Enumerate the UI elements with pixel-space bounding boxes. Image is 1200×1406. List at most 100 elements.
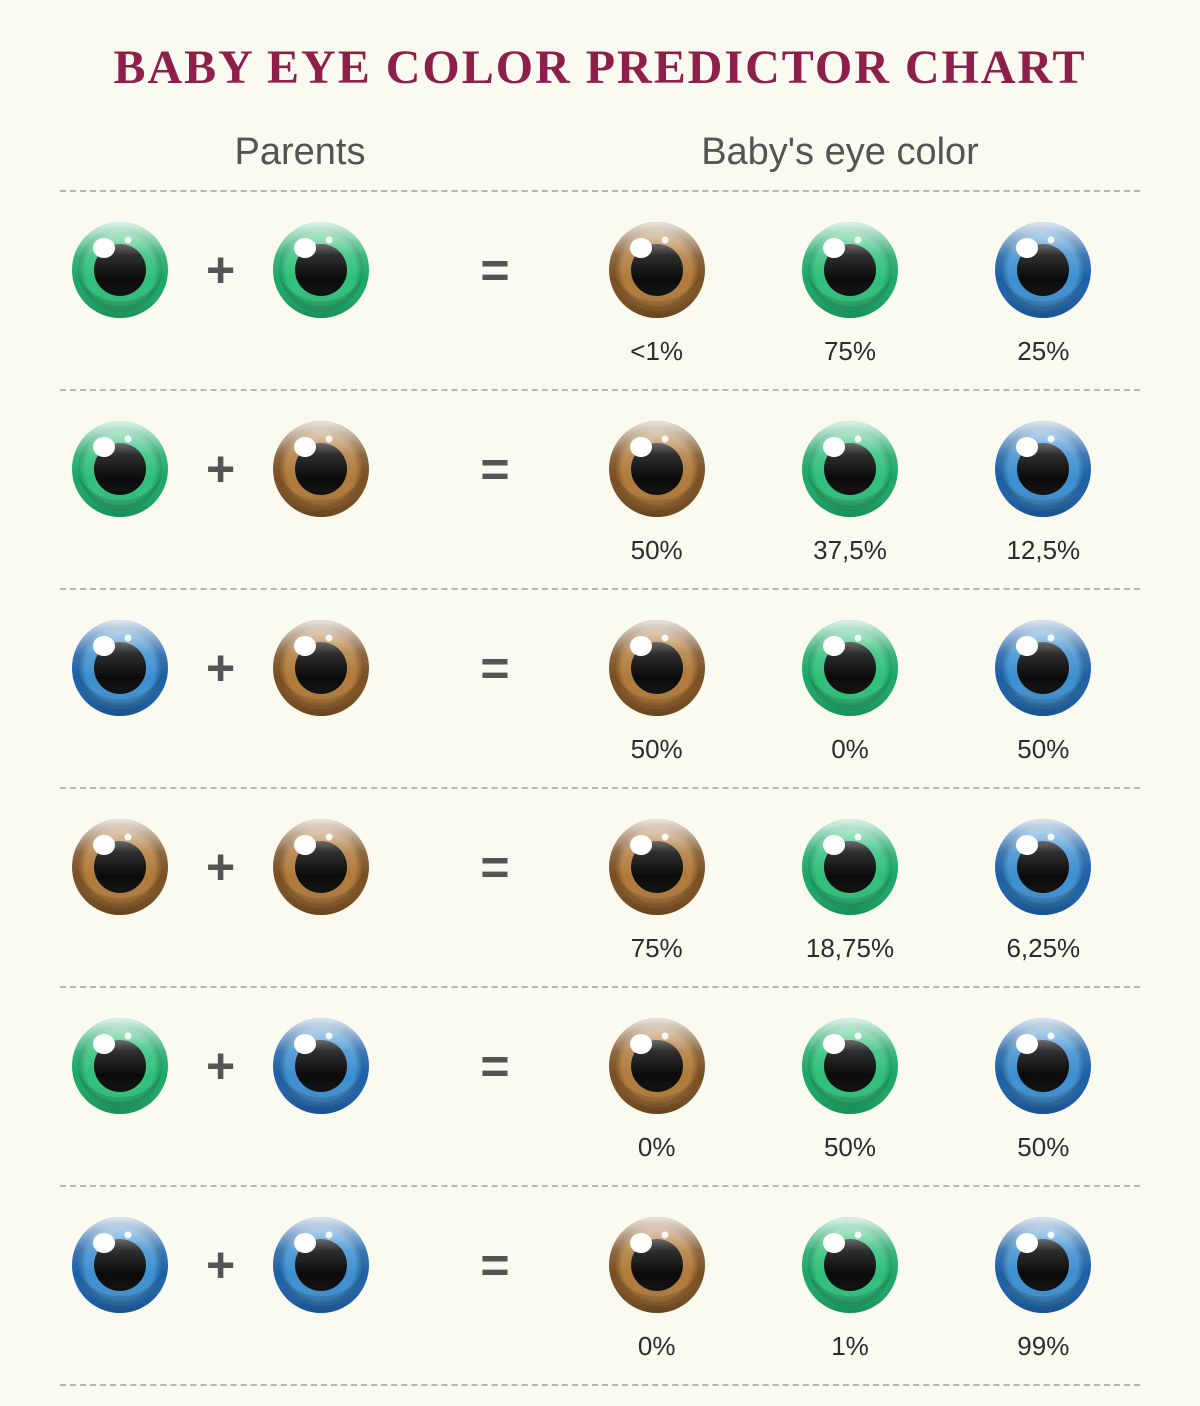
baby-outcome: 50%: [780, 1016, 920, 1163]
baby-eye-icon: [993, 1215, 1093, 1315]
combo-row: + = 50% 37,5% 12,5%: [60, 389, 1140, 588]
baby-eye-icon: [607, 817, 707, 917]
equals-cell: =: [420, 618, 570, 718]
baby-eye-icon: [800, 1215, 900, 1315]
chart-title: BABY EYE COLOR PREDICTOR CHART: [60, 40, 1140, 95]
combo-row: + = 0% 50% 50%: [60, 986, 1140, 1185]
baby-outcome: 37,5%: [780, 419, 920, 566]
plus-symbol: +: [206, 1240, 235, 1290]
plus-symbol: +: [206, 842, 235, 892]
equals-cell: =: [420, 817, 570, 917]
baby-eye-icon: [993, 220, 1093, 320]
baby-eye-icon: [607, 220, 707, 320]
baby-outcome: 6,25%: [973, 817, 1113, 964]
baby-eye-icon: [800, 1016, 900, 1116]
baby-eye-icon: [607, 1215, 707, 1315]
baby-eye-icon: [800, 618, 900, 718]
combo-row: + = 0% 1% 99%: [60, 1185, 1140, 1386]
baby-outcome: 25%: [973, 220, 1113, 367]
baby-eye-icon: [607, 419, 707, 519]
baby-outcome: 50%: [973, 1016, 1113, 1163]
baby-outcome: 50%: [973, 618, 1113, 765]
equals-cell: =: [420, 1215, 570, 1315]
baby-outcomes: 50% 37,5% 12,5%: [570, 419, 1140, 566]
baby-percent: 50%: [1017, 734, 1069, 765]
baby-eye-icon: [993, 419, 1093, 519]
baby-outcome: 50%: [587, 419, 727, 566]
baby-outcome: 1%: [780, 1215, 920, 1362]
equals-cell: =: [420, 220, 570, 320]
parents-cell: +: [60, 1016, 420, 1116]
baby-outcome: 18,75%: [780, 817, 920, 964]
baby-percent: 75%: [824, 336, 876, 367]
parent1-eye-icon: [70, 817, 170, 917]
combo-row: + = 75% 18,75% 6,25%: [60, 787, 1140, 986]
parent2-eye-icon: [271, 618, 371, 718]
parent2-eye-icon: [271, 220, 371, 320]
baby-percent: 50%: [631, 734, 683, 765]
baby-percent: 50%: [1017, 1132, 1069, 1163]
baby-eye-icon: [607, 618, 707, 718]
parents-cell: +: [60, 1215, 420, 1315]
baby-percent: 1%: [831, 1331, 869, 1362]
parents-header: Parents: [60, 131, 540, 174]
baby-eye-icon: [800, 817, 900, 917]
combo-row: + = <1% 75% 25%: [60, 190, 1140, 389]
baby-percent: 12,5%: [1006, 535, 1080, 566]
plus-symbol: +: [206, 245, 235, 295]
baby-outcome: <1%: [587, 220, 727, 367]
parent1-eye-icon: [70, 419, 170, 519]
baby-eye-icon: [800, 419, 900, 519]
baby-percent: 18,75%: [806, 933, 894, 964]
baby-eye-icon: [800, 220, 900, 320]
baby-outcomes: <1% 75% 25%: [570, 220, 1140, 367]
parent1-eye-icon: [70, 220, 170, 320]
column-headers: Parents Baby's eye color: [60, 131, 1140, 174]
parent2-eye-icon: [271, 419, 371, 519]
baby-percent: 0%: [638, 1331, 676, 1362]
baby-outcome: 12,5%: [973, 419, 1113, 566]
parent1-eye-icon: [70, 618, 170, 718]
baby-outcome: 50%: [587, 618, 727, 765]
parent2-eye-icon: [271, 817, 371, 917]
parents-cell: +: [60, 817, 420, 917]
baby-outcomes: 0% 50% 50%: [570, 1016, 1140, 1163]
baby-outcome: 75%: [780, 220, 920, 367]
baby-percent: 99%: [1017, 1331, 1069, 1362]
baby-percent: 0%: [638, 1132, 676, 1163]
baby-percent: 50%: [631, 535, 683, 566]
parent2-eye-icon: [271, 1215, 371, 1315]
plus-symbol: +: [206, 643, 235, 693]
baby-outcome: 0%: [587, 1016, 727, 1163]
baby-outcomes: 0% 1% 99%: [570, 1215, 1140, 1362]
baby-percent: 6,25%: [1006, 933, 1080, 964]
baby-eye-icon: [993, 1016, 1093, 1116]
baby-percent: 37,5%: [813, 535, 887, 566]
parents-cell: +: [60, 419, 420, 519]
equals-cell: =: [420, 1016, 570, 1116]
equals-cell: =: [420, 419, 570, 519]
parents-cell: +: [60, 220, 420, 320]
baby-eye-icon: [607, 1016, 707, 1116]
baby-outcome: 75%: [587, 817, 727, 964]
plus-symbol: +: [206, 444, 235, 494]
combo-row: + = 50% 0% 50%: [60, 588, 1140, 787]
baby-percent: <1%: [630, 336, 683, 367]
parent1-eye-icon: [70, 1016, 170, 1116]
baby-outcomes: 50% 0% 50%: [570, 618, 1140, 765]
equals-symbol: =: [480, 643, 509, 693]
baby-header: Baby's eye color: [540, 131, 1140, 174]
parents-cell: +: [60, 618, 420, 718]
chart-rows: +=<1%75%25%+=50%37,5%12,5%+=50%0%50%+=75…: [60, 190, 1140, 1386]
baby-outcomes: 75% 18,75% 6,25%: [570, 817, 1140, 964]
baby-percent: 75%: [631, 933, 683, 964]
equals-symbol: =: [480, 1041, 509, 1091]
baby-outcome: 0%: [780, 618, 920, 765]
plus-symbol: +: [206, 1041, 235, 1091]
baby-eye-icon: [993, 618, 1093, 718]
baby-percent: 0%: [831, 734, 869, 765]
baby-eye-icon: [993, 817, 1093, 917]
parent1-eye-icon: [70, 1215, 170, 1315]
equals-symbol: =: [480, 245, 509, 295]
baby-outcome: 0%: [587, 1215, 727, 1362]
